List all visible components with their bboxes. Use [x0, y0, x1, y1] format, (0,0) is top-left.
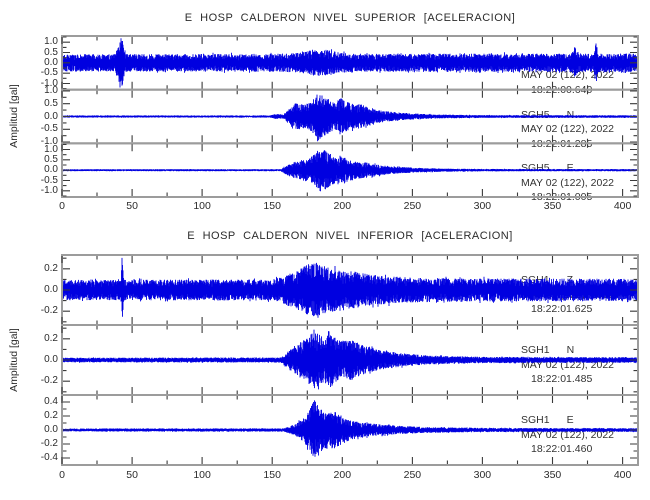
tick-marks — [61, 326, 637, 394]
y-tick-label: -0.2 — [40, 438, 58, 449]
x-tick-label: 100 — [193, 469, 211, 481]
tick-marks — [61, 143, 637, 197]
x-tick-label: 150 — [263, 200, 281, 212]
date-label: MAY 02 (122), 2022 — [521, 176, 615, 189]
y-tick-label: 1.0 — [44, 84, 58, 96]
channel-label: N — [566, 108, 575, 121]
y-tick-label: -0.5 — [40, 67, 58, 79]
station-channel-label: SGH1 E — [521, 413, 614, 428]
y-tick-label: -0.2 — [40, 305, 58, 317]
time-label: 18:22:01.625 — [531, 303, 593, 315]
time-label: 18:22:01.460 — [531, 443, 593, 455]
channel-label: E — [566, 162, 574, 175]
tick-marks — [61, 396, 637, 464]
x-tick-label: 50 — [126, 469, 138, 481]
trace-annotation: SGH1 E MAY 02 (122), 2022 18:22:01.460 — [521, 413, 614, 457]
y-tick-label: 1.0 — [44, 36, 58, 48]
y-tick-label: -1.0 — [40, 136, 58, 148]
tick-marks — [61, 256, 637, 324]
waveform-trace-SGH5-N — [63, 94, 637, 142]
y-tick-label: 0.5 — [44, 153, 58, 165]
waveform-trace-SGH5-E — [63, 150, 637, 192]
panel-title-superior: E HOSP CALDERON NIVEL SUPERIOR [ACELERAC… — [184, 12, 516, 24]
station-label: SGH1 — [521, 344, 550, 356]
tick-marks — [61, 36, 637, 90]
y-tick-label: 0.2 — [44, 410, 58, 421]
x-tick-label: 350 — [543, 469, 562, 481]
x-tick-label: 300 — [473, 469, 492, 481]
y-tick-label: -0.5 — [40, 174, 58, 186]
x-tick-label: 200 — [333, 200, 352, 212]
waveform-trace-SGH1-E — [63, 400, 637, 457]
x-tick-label: 250 — [403, 469, 422, 481]
station-label: SGH5 — [521, 162, 550, 175]
waveform-trace-SGH1-N — [63, 329, 637, 390]
channel-label: E — [566, 414, 574, 426]
tick-marks — [61, 90, 637, 143]
y-tick-label: -0.2 — [40, 375, 58, 387]
y-tick-label: 0.5 — [44, 97, 58, 109]
waveform-trace-SGH5-Z — [63, 38, 637, 88]
x-tick-label: 300 — [473, 200, 492, 212]
x-tick-label: 400 — [613, 200, 632, 212]
y-tick-label: 0.2 — [44, 262, 58, 274]
date-label: MAY 02 (122), 2022 — [521, 69, 615, 82]
y-tick-label: 0.0 — [44, 284, 58, 295]
time-label: 18:22:01.485 — [531, 373, 593, 385]
x-tick-label: 100 — [193, 200, 211, 212]
x-tick-label: 200 — [333, 469, 352, 481]
x-tick-label: 400 — [613, 469, 632, 481]
y-tick-label: 0.5 — [44, 46, 58, 58]
x-tick-label: 350 — [543, 200, 562, 212]
x-tick-label: 0 — [59, 469, 65, 481]
y-tick-label: 0.0 — [44, 56, 58, 68]
x-tick-label: 250 — [403, 200, 422, 212]
channel-label: N — [566, 344, 575, 356]
waveform-trace-SGH1-Z — [63, 257, 637, 318]
station-label: SGH1 — [521, 414, 550, 426]
amplitude-axis-label-inferior: Amplitud [gal] — [8, 328, 20, 392]
x-tick-label: 0 — [59, 200, 65, 212]
y-tick-label: -1.0 — [40, 77, 58, 89]
station-channel-label: SGH1 N — [521, 343, 614, 358]
date-label: MAY 02 (122), 2022 — [521, 123, 615, 135]
y-tick-label: 0.4 — [44, 396, 58, 407]
y-tick-label: -0.5 — [40, 123, 58, 135]
amplitude-axis-label-superior: Amplitud [gal] — [8, 84, 20, 148]
station-channel-label: SGH5 E — [521, 161, 614, 176]
subpanel-frame — [61, 142, 639, 198]
subpanel-frame — [61, 394, 639, 466]
y-tick-label: 0.0 — [44, 354, 58, 365]
y-tick-label: 1.0 — [44, 143, 58, 155]
panel-title-inferior: E HOSP CALDERON NIVEL INFERIOR [ACELERAC… — [187, 230, 513, 242]
x-tick-label: 150 — [263, 469, 281, 481]
y-tick-label: 0.0 — [44, 164, 58, 176]
y-tick-label: 0.2 — [44, 332, 58, 344]
y-tick-label: 0.0 — [44, 424, 58, 435]
x-tick-label: 50 — [126, 200, 138, 212]
y-tick-label: -1.0 — [40, 184, 58, 196]
y-tick-label: -0.4 — [40, 452, 58, 463]
y-tick-label: 0.0 — [44, 110, 58, 122]
